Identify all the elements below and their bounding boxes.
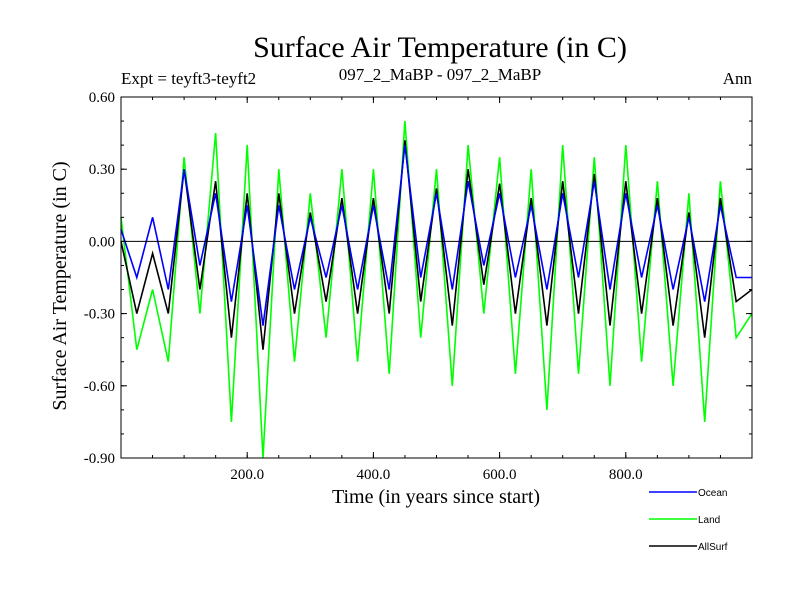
y-tick-label: 0.60 (89, 90, 115, 106)
plot-area (120, 121, 753, 459)
y-axis: 0.60 0.30 0.00 -0.30 -0.60 -0.90 (84, 90, 752, 467)
legend-label-allsurf: AllSurf (698, 542, 728, 553)
y-tick-label: -0.90 (84, 451, 115, 467)
plot-frame (120, 96, 753, 459)
x-tick-label: 400.0 (357, 467, 391, 483)
chart-title: Surface Air Temperature (in C) (253, 31, 627, 64)
season-label: Ann (723, 69, 753, 88)
legend-label-ocean: Ocean (698, 488, 727, 499)
x-axis: 200.0 400.0 600.0 800.0 (120, 97, 753, 483)
y-tick-label: 0.00 (89, 234, 115, 250)
y-tick-label: -0.30 (84, 307, 115, 323)
experiment-label: Expt = teyft3-teyft2 (121, 69, 256, 88)
x-tick-label: 800.0 (609, 467, 643, 483)
legend: Ocean Land AllSurf (649, 488, 728, 553)
x-tick-label: 600.0 (483, 467, 517, 483)
y-tick-label: 0.30 (89, 162, 115, 178)
series-line-land (120, 121, 753, 459)
series-line-ocean (120, 145, 752, 326)
x-tick-label: 200.0 (230, 467, 264, 483)
period-label: 097_2_MaBP - 097_2_MaBP (339, 65, 541, 84)
x-axis-label: Time (in years since start) (332, 486, 540, 508)
series-line-allsurf (120, 140, 753, 350)
y-tick-label: -0.60 (84, 379, 115, 395)
legend-label-land: Land (698, 515, 720, 526)
y-axis-label: Surface Air Temperature (in C) (49, 161, 71, 410)
